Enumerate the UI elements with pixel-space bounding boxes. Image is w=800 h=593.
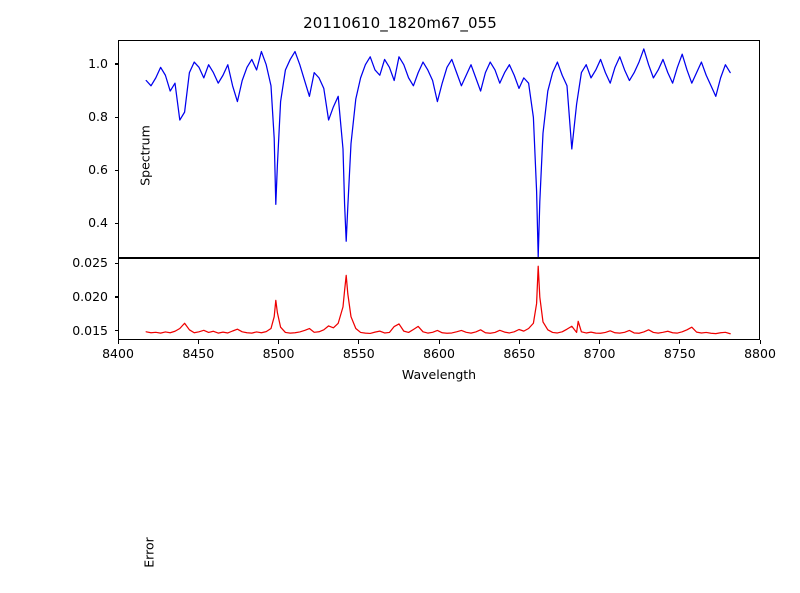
error-line-svg — [145, 265, 731, 335]
spectrum-y-ticklabel: 0.8 — [88, 109, 108, 125]
x-ticklabel: 8800 — [744, 346, 776, 361]
x-tickmark — [197, 340, 199, 344]
spectrum-y-ticklabel: 1.0 — [88, 55, 108, 71]
spectrum-y-tickmark — [114, 63, 118, 65]
x-tickmark — [358, 340, 360, 344]
x-ticklabel: 8400 — [102, 346, 134, 361]
error-series-line — [145, 265, 731, 335]
error-y-tickmark — [114, 296, 118, 298]
x-ticklabel: 8600 — [423, 346, 455, 361]
x-ticklabel: 8700 — [583, 346, 616, 361]
x-tickmark — [599, 340, 601, 344]
spectrum-plot-area — [119, 41, 759, 257]
error-y-tickmark — [114, 262, 118, 264]
x-ticklabel: 8750 — [663, 346, 696, 361]
chart-title: 20110610_1820m67_055 — [303, 14, 497, 32]
error-panel: Error — [118, 258, 760, 568]
error-y-ticklabel: 0.025 — [72, 255, 108, 271]
x-ticklabel: 8650 — [503, 346, 536, 361]
x-axis-label: Wavelength — [401, 367, 477, 382]
x-ticklabel: 8550 — [342, 346, 375, 361]
figure-canvas: 20110610_1820m67_055 Spectrum Error 0.4 0… — [72, 14, 776, 568]
x-tickmark — [518, 340, 520, 344]
x-tickmark — [679, 340, 681, 344]
x-ticklabel: 8450 — [182, 346, 215, 361]
spectrum-y-tickmark — [114, 169, 118, 171]
spectrum-panel: Spectrum — [118, 40, 760, 258]
x-ticklabel: 8500 — [262, 346, 295, 361]
spectrum-y-ticklabel: 0.6 — [88, 162, 108, 178]
spectrum-y-tickmark — [114, 116, 118, 118]
x-tickmark — [438, 340, 440, 344]
spectrum-series-line — [145, 48, 731, 257]
error-y-ticklabel: 0.015 — [72, 322, 108, 338]
spectrum-y-tickmark — [114, 222, 118, 225]
error-y-ticklabel: 0.020 — [72, 288, 108, 304]
x-tickmark — [278, 340, 280, 344]
spectrum-axis-label: Spectrum — [137, 125, 153, 186]
error-axis-label: Error — [141, 537, 157, 568]
spectrum-line-svg — [145, 48, 731, 257]
x-tickmark — [759, 340, 761, 344]
error-y-tickmark — [114, 330, 118, 332]
error-plot-area — [119, 259, 759, 339]
x-tickmark — [117, 340, 119, 344]
spectrum-y-ticklabel: 0.4 — [88, 215, 108, 231]
